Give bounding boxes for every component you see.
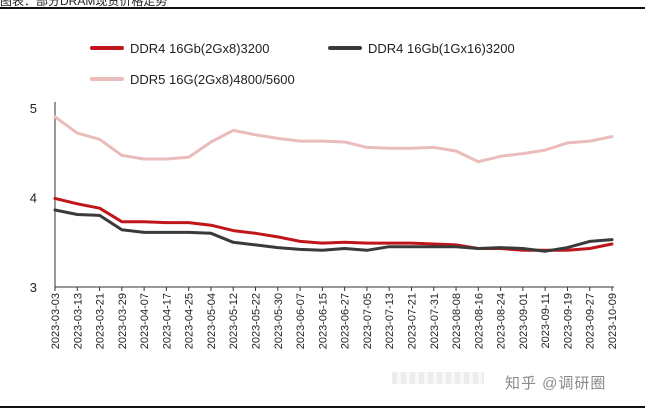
chart-caption: 图表：部分DRAM现货价格走势	[0, 0, 645, 8]
x-tick-label: 2023-04-07	[139, 293, 151, 349]
x-tick-label: 2023-09-19	[562, 293, 574, 349]
series-line-2	[53, 115, 614, 164]
watermark: 知乎 @调研圈	[505, 375, 607, 392]
y-tick-label: 4	[30, 191, 37, 206]
x-tick-label: 2023-09-01	[518, 293, 530, 349]
x-tick-label: 2023-03-21	[95, 293, 107, 349]
y-tick-label: 3	[30, 280, 37, 295]
x-tick-label: 2023-08-16	[473, 293, 485, 349]
x-tick-label: 2023-05-30	[273, 293, 285, 349]
series-line-1	[53, 208, 614, 253]
x-tick-label: 2023-08-24	[496, 293, 508, 349]
y-tick-label: 5	[30, 101, 37, 116]
x-tick-label: 2023-09-27	[585, 293, 597, 349]
x-tick-label: 2023-07-13	[384, 293, 396, 349]
x-tick-label: 2023-04-17	[161, 293, 173, 349]
x-tick-label: 2023-03-13	[72, 293, 84, 349]
watermark-blur	[392, 372, 484, 384]
x-tick-label: 2023-07-21	[406, 293, 418, 349]
x-tick-label: 2023-05-22	[251, 293, 263, 349]
y-axis: 3 4 5	[30, 101, 56, 295]
x-tick-label: 2023-05-04	[206, 293, 218, 349]
x-tick-label: 2023-03-29	[117, 293, 129, 349]
x-axis: 2023-03-03 2023-03-13 2023-03-21 2023-03-29…	[50, 286, 619, 349]
legend-label-0: DDR4 16Gb(2Gx8)3200	[130, 41, 269, 56]
x-tick-label: 2023-06-07	[295, 293, 307, 349]
top-rule	[0, 7, 645, 9]
series-lines	[53, 115, 614, 253]
x-tick-label: 2023-10-09	[607, 293, 619, 349]
x-tick-label: 2023-05-12	[228, 293, 240, 349]
x-tick-label: 2023-07-05	[362, 293, 374, 349]
x-tick-label: 2023-07-31	[429, 293, 441, 349]
bottom-rule	[0, 406, 645, 408]
x-tick-label: 2023-09-11	[540, 293, 552, 348]
legend: DDR4 16Gb(2Gx8)3200 DDR4 16Gb(1Gx16)3200 D…	[90, 41, 515, 87]
x-tick-label: 2023-06-27	[340, 293, 352, 349]
x-tick-label: 2023-06-15	[317, 293, 329, 349]
x-tick-label: 2023-08-08	[451, 293, 463, 349]
chart-caption-text: 图表：部分DRAM现货价格走势	[0, 0, 168, 8]
x-tick-label: 2023-04-25	[184, 293, 196, 349]
x-tick-label: 2023-03-03	[50, 293, 62, 349]
series-line-0	[53, 196, 614, 252]
legend-label-1: DDR4 16Gb(1Gx16)3200	[368, 41, 515, 56]
legend-label-2: DDR5 16G(2Gx8)4800/5600	[130, 72, 295, 87]
